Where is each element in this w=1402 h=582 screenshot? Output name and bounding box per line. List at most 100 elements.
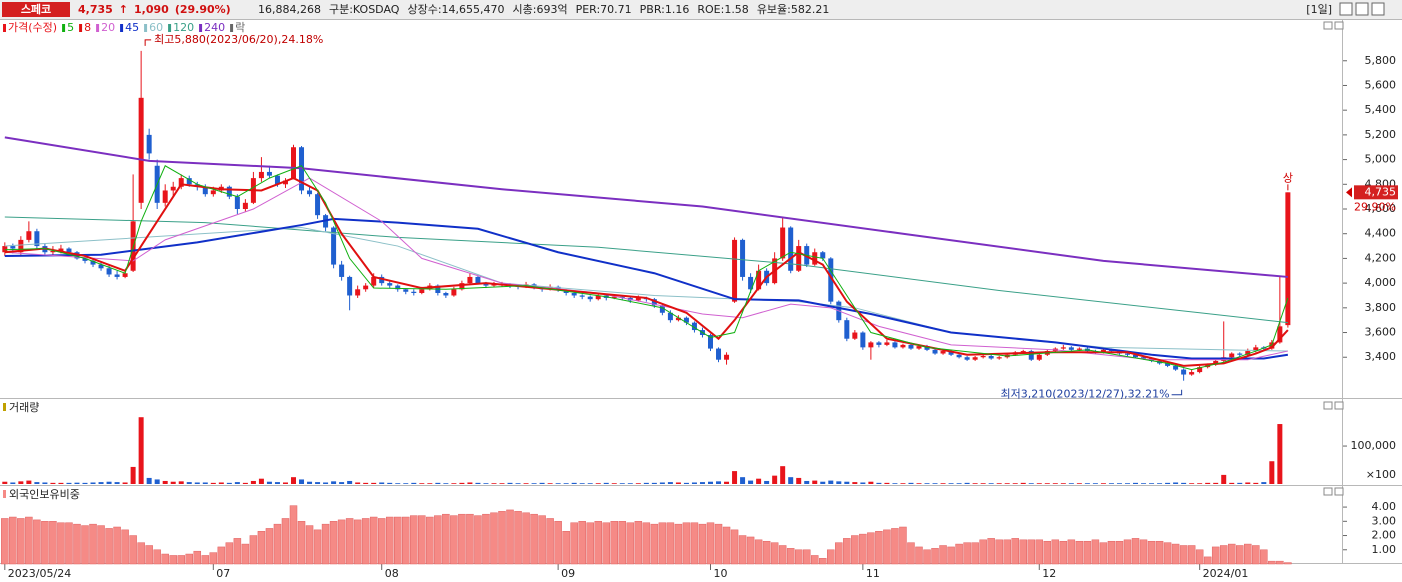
- candle-body: [483, 283, 489, 286]
- candle-body: [1068, 347, 1074, 350]
- candle-body: [1165, 363, 1171, 366]
- foreign-ratio-bar: [658, 522, 667, 565]
- y-tick-label: 3.00: [1372, 514, 1397, 527]
- candle-body: [1076, 348, 1082, 350]
- volume-bar: [451, 483, 457, 484]
- candle-body: [876, 342, 882, 345]
- volume-bar: [242, 482, 248, 484]
- foreign-title: 외국인보유비중: [9, 488, 80, 501]
- foreign-ratio-bar: [297, 521, 306, 565]
- candle-body: [26, 231, 32, 240]
- candle-body: [740, 239, 746, 277]
- foreign-ratio-bar: [867, 532, 875, 565]
- volume-bar: [948, 483, 954, 484]
- candle-body: [732, 239, 738, 302]
- volume-bar: [1116, 483, 1122, 484]
- foreign-ratio-bar: [1244, 543, 1252, 565]
- panel-button[interactable]: [1323, 487, 1333, 496]
- moving-average-line: [4, 177, 1288, 361]
- volume-bar: [964, 482, 970, 484]
- legend-marker: [3, 24, 6, 32]
- foreign-ratio-bar: [955, 543, 963, 565]
- candle-body: [972, 357, 978, 360]
- volume-bar: [635, 483, 641, 484]
- foreign-ratio-bar: [97, 525, 105, 565]
- volume-bar: [10, 482, 16, 484]
- x-tick-label: 08: [385, 567, 399, 580]
- volume-bar: [186, 482, 192, 484]
- stock-name: 스페코: [21, 2, 51, 16]
- candle-body: [379, 276, 385, 284]
- volume-bar: [435, 482, 441, 484]
- candle-body: [90, 260, 96, 265]
- foreign-ratio-bar: [233, 538, 242, 565]
- foreign-ratio-bar: [714, 523, 723, 565]
- candle-body: [114, 274, 120, 277]
- volume-bar: [1100, 483, 1106, 484]
- candle-body: [724, 354, 730, 360]
- header-info: 구분:KOSDAQ: [329, 3, 400, 16]
- panel-button[interactable]: [1334, 401, 1344, 410]
- moving-average-line: [4, 177, 1289, 367]
- price-pointer: [1346, 187, 1352, 198]
- foreign-ratio-bar: [963, 542, 971, 565]
- volume-bar: [916, 483, 922, 484]
- close-button[interactable]: [1371, 2, 1385, 16]
- foreign-ratio-bar: [257, 531, 266, 565]
- candle-body: [226, 186, 232, 197]
- foreign-ratio-bar: [33, 519, 41, 565]
- volume-bar: [876, 482, 882, 484]
- candle-body: [443, 293, 449, 296]
- volume-bar: [579, 483, 585, 484]
- panel-button[interactable]: [1323, 401, 1333, 410]
- window-button[interactable]: [1355, 2, 1369, 16]
- volume-bar: [643, 482, 649, 484]
- foreign-ratio-bar: [1059, 540, 1068, 565]
- foreign-ratio-bar: [522, 512, 530, 565]
- volume-bar: [427, 483, 433, 484]
- candle-body: [210, 190, 216, 195]
- period-button[interactable]: [1일]: [1306, 2, 1332, 16]
- foreign-ratio-bar: [602, 522, 610, 565]
- candle-body: [50, 251, 56, 253]
- candle-body: [347, 276, 353, 296]
- foreign-ratio-bar: [674, 523, 683, 565]
- foreign-ratio-bar: [474, 515, 482, 565]
- legend-marker: [3, 490, 6, 498]
- volume-bar: [972, 483, 978, 484]
- foreign-ratio-bar: [819, 558, 827, 565]
- volume-bar: [740, 477, 746, 484]
- foreign-ratio-bar: [1043, 540, 1052, 565]
- panel-button[interactable]: [1334, 487, 1344, 496]
- foreign-ratio-bar: [1067, 539, 1076, 565]
- panel-button[interactable]: [1334, 21, 1344, 30]
- foreign-ratio-bar: [49, 521, 57, 565]
- foreign-ratio-bar: [1203, 556, 1212, 565]
- foreign-ratio-bar: [345, 518, 354, 565]
- foreign-ratio-bar: [987, 538, 995, 565]
- legend-marker: [3, 403, 6, 411]
- foreign-ratio-bar: [1131, 538, 1140, 565]
- volume-bar: [1012, 483, 1018, 484]
- y-tick-label: 2.00: [1372, 529, 1397, 542]
- candle-body: [1189, 372, 1195, 375]
- legend-label: 20: [101, 21, 115, 34]
- candle-body: [1036, 354, 1042, 360]
- y-tick-label: 3,800: [1365, 301, 1397, 314]
- foreign-ratio-bar: [241, 543, 250, 565]
- volume-bar: [1229, 482, 1235, 484]
- y-tick-label: 4,400: [1365, 227, 1397, 240]
- candle-body: [563, 290, 569, 293]
- panel-button[interactable]: [1323, 21, 1333, 30]
- candle-body: [796, 246, 802, 271]
- candle-body: [339, 264, 345, 277]
- window-button[interactable]: [1339, 2, 1353, 16]
- foreign-ratio-bar: [506, 509, 514, 565]
- y-tick-label: 100,000: [1351, 439, 1397, 452]
- volume-bar: [1269, 461, 1275, 484]
- foreign-ratio-bar: [113, 526, 121, 565]
- volume-bar: [1173, 482, 1179, 484]
- legend-marker: [120, 24, 124, 32]
- candle-body: [884, 342, 890, 345]
